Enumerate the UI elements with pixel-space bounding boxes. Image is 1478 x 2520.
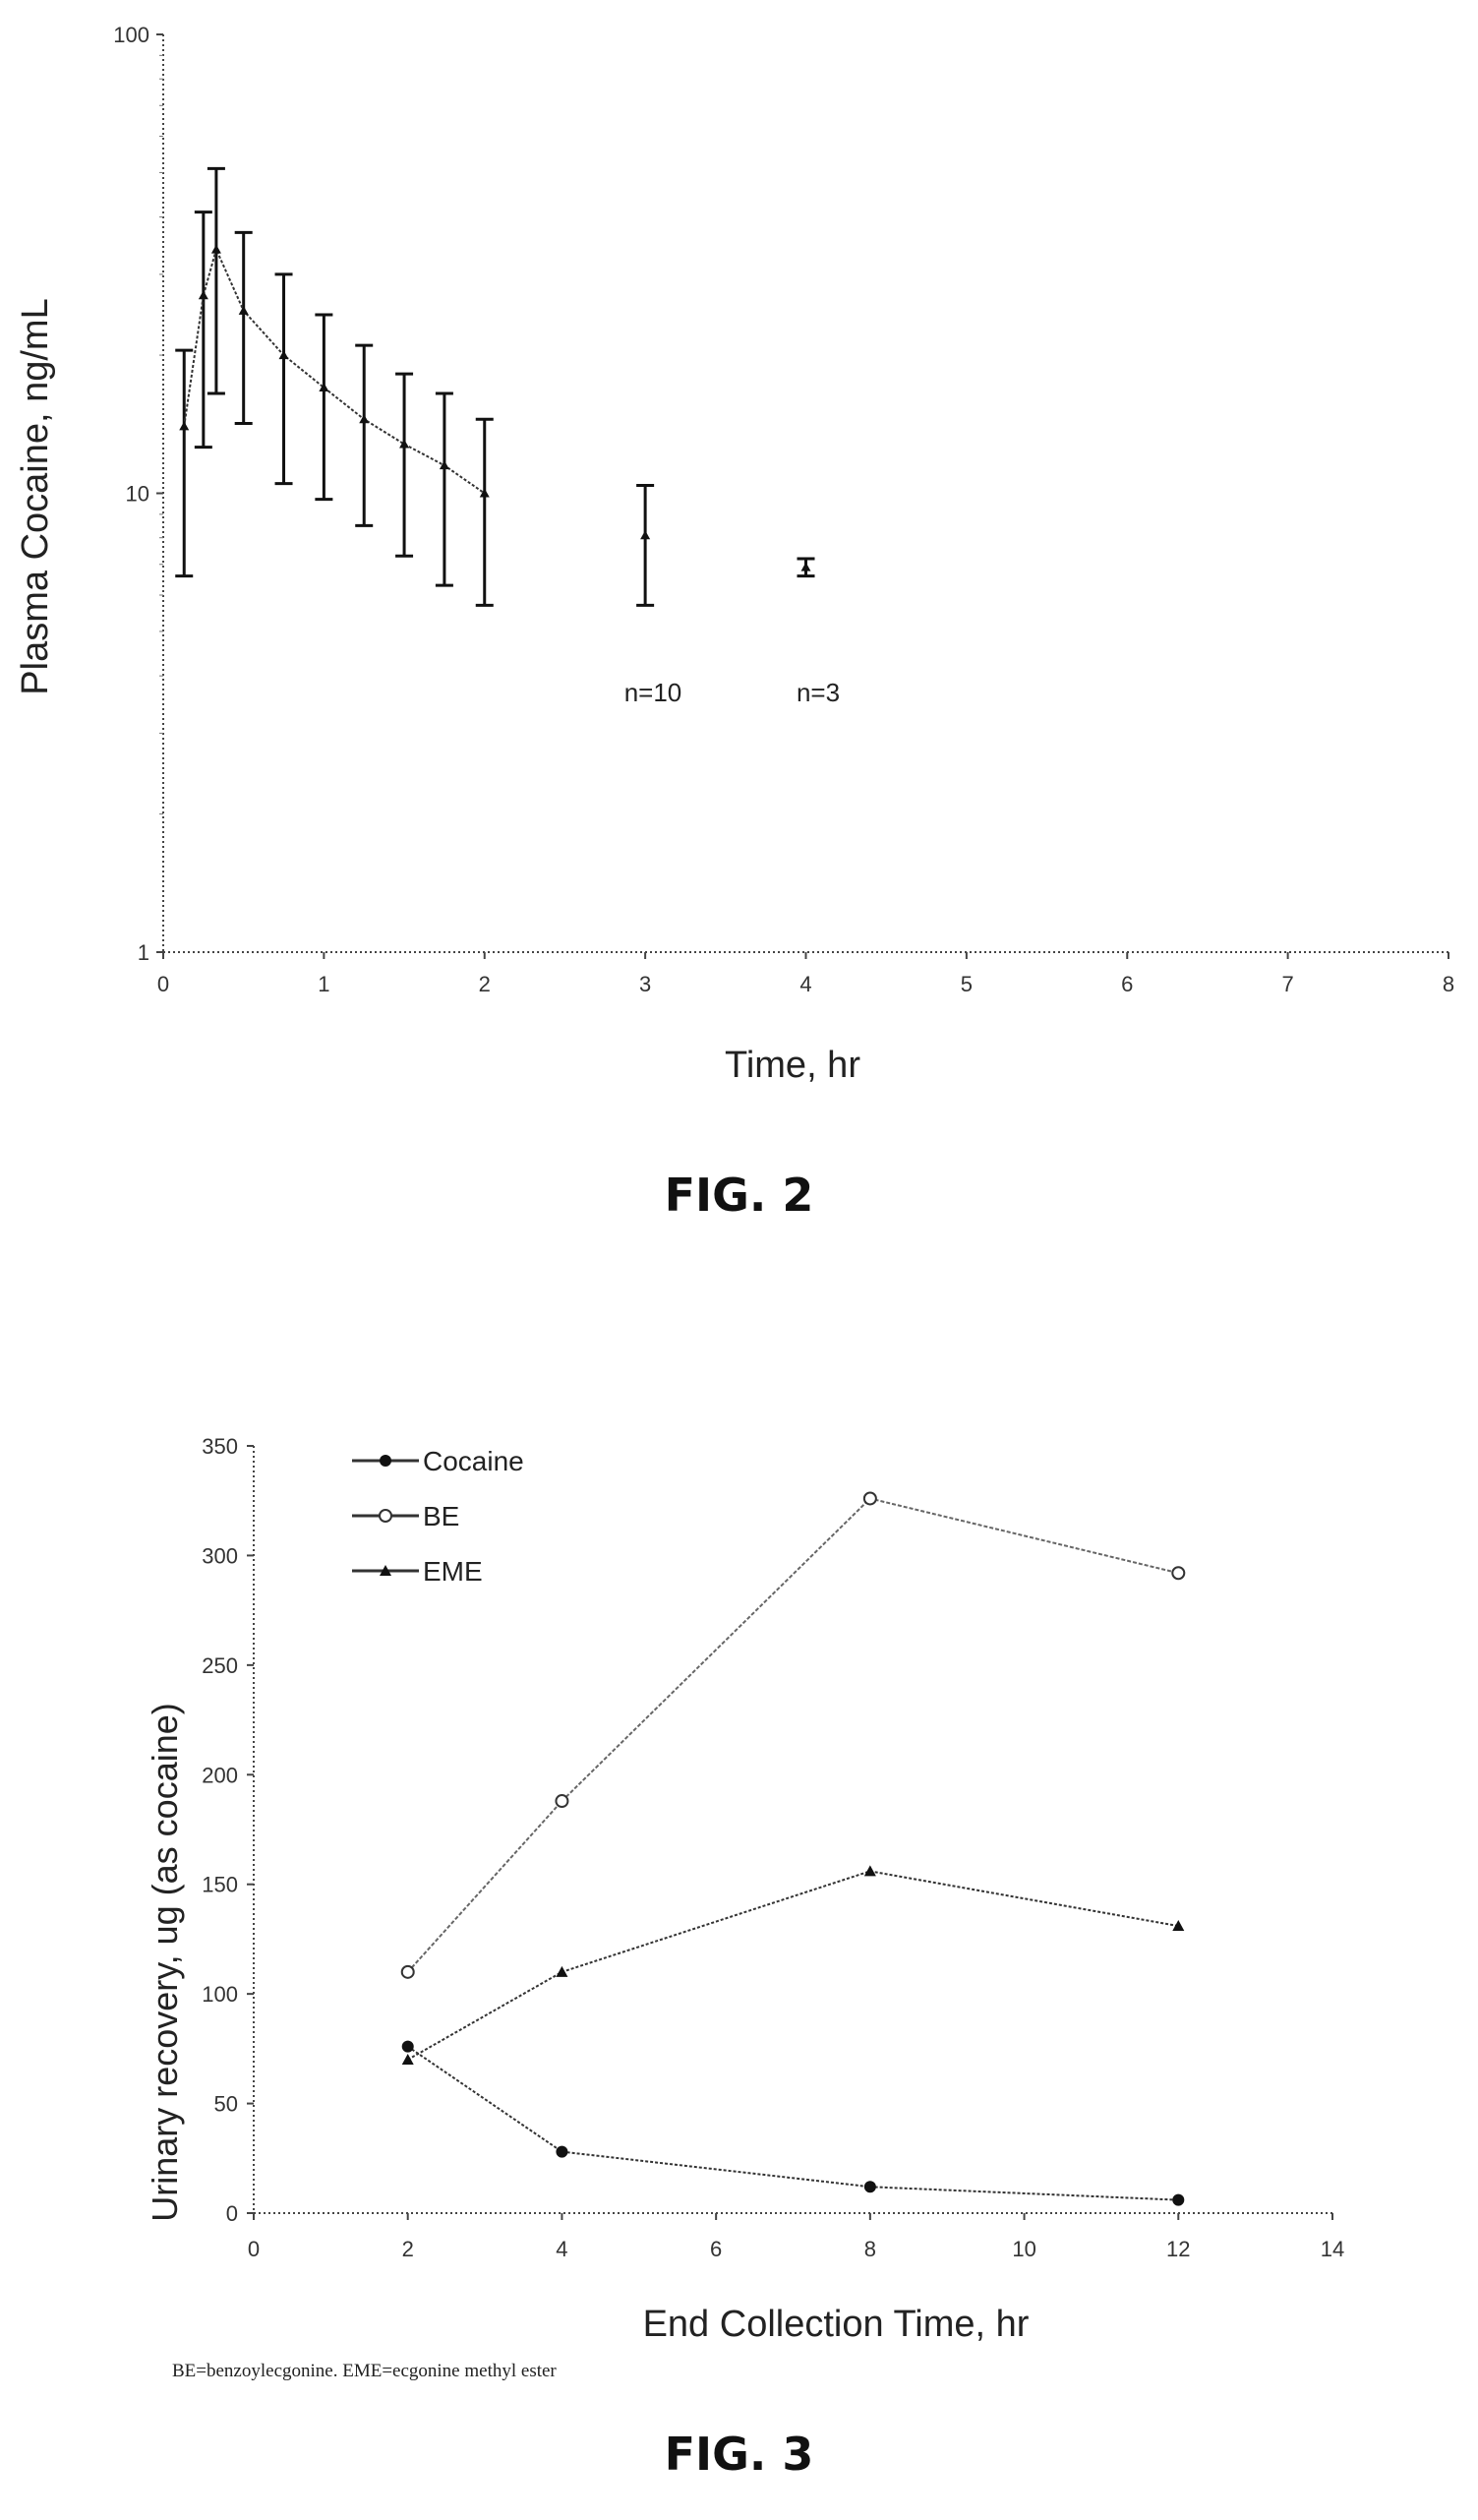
data-point [640, 530, 651, 540]
x-tick-label: 8 [864, 2237, 876, 2261]
data-point-eme [863, 1865, 876, 1877]
y-axis-label: Urinary recovery, ug (as cocaine) [145, 1703, 185, 2222]
data-point [210, 244, 221, 254]
x-tick-label: 6 [710, 2237, 722, 2261]
x-tick-label: 1 [318, 972, 329, 996]
x-tick-label: 2 [479, 972, 491, 996]
y-tick-label: 250 [202, 1653, 238, 1678]
y-tick-label: 200 [202, 1763, 238, 1787]
legend-marker-eme [380, 1565, 391, 1576]
y-tick-label: 350 [202, 1434, 238, 1459]
data-point-eme [556, 1965, 568, 1977]
x-tick-label: 6 [1121, 972, 1133, 996]
legend-marker-be [379, 1509, 392, 1523]
y-tick-label: 0 [226, 2201, 238, 2226]
x-tick-label: 3 [639, 972, 651, 996]
series-line [183, 246, 486, 495]
data-point-be [862, 1491, 877, 1506]
data-point-eme [401, 2054, 414, 2065]
data-point [198, 290, 208, 300]
x-tick-label: 0 [157, 972, 169, 996]
y-tick-label: 50 [214, 2092, 238, 2117]
y-tick-label: 1 [138, 940, 149, 965]
x-tick-label: 7 [1282, 972, 1294, 996]
data-point-eme [1172, 1920, 1185, 1932]
legend-label-eme: EME [423, 1556, 483, 1587]
data-point-cocaine [863, 2181, 876, 2193]
footnote: BE=benzoylecgonine. EME=ecgonine methyl … [172, 2361, 557, 2381]
series-line-be [406, 1497, 1179, 1973]
figure-3-chart: 0 2 4 6 8 10 12 14 0 50 100 150 200 250 300 350 Cocaine… [145, 1434, 1344, 2345]
data-point-cocaine [1172, 2193, 1185, 2206]
y-tick-label: 100 [202, 1982, 238, 2007]
x-axis-label: Time, hr [725, 1045, 860, 1086]
data-point [319, 382, 329, 391]
data-point [399, 439, 410, 449]
series-line-cocaine [407, 2045, 1179, 2201]
data-point-cocaine [556, 2145, 568, 2158]
y-tick-label: 10 [126, 482, 149, 507]
data-point [238, 305, 249, 315]
data-point-be [400, 1964, 415, 1979]
annotation-n10: n=10 [624, 678, 682, 707]
y-axis-label: Plasma Cocaine, ng/mL [15, 298, 56, 694]
data-point [479, 488, 490, 498]
data-point-cocaine [401, 2040, 414, 2053]
x-tick-label: 4 [799, 972, 811, 996]
x-tick-label: 2 [402, 2237, 414, 2261]
legend-label-be: BE [423, 1501, 459, 1531]
y-tick-label: 150 [202, 1873, 238, 1897]
data-point [359, 414, 370, 424]
annotation-n3: n=3 [797, 678, 840, 707]
figure-3-caption: FIG. 3 [664, 2428, 814, 2481]
y-tick-label: 300 [202, 1543, 238, 1568]
data-point-be [555, 1794, 569, 1809]
x-tick-label: 14 [1321, 2237, 1344, 2261]
data-point [800, 562, 811, 571]
data-point [278, 350, 289, 360]
series-line-eme [407, 1870, 1179, 2061]
data-point-be [1171, 1566, 1186, 1581]
x-tick-label: 5 [961, 972, 973, 996]
legend-marker-cocaine [380, 1455, 391, 1467]
data-point [179, 421, 190, 431]
data-point [439, 460, 449, 470]
legend-label-cocaine: Cocaine [423, 1446, 524, 1476]
x-axis-label: End Collection Time, hr [643, 2304, 1030, 2345]
x-tick-label: 0 [248, 2237, 260, 2261]
x-tick-label: 10 [1012, 2237, 1035, 2261]
x-tick-label: 12 [1166, 2237, 1190, 2261]
x-tick-label: 4 [556, 2237, 567, 2261]
y-tick-label: 100 [113, 23, 149, 47]
figure-2-caption: FIG. 2 [664, 1169, 814, 1222]
x-tick-label: 8 [1443, 972, 1454, 996]
legend: Cocaine BE EME [352, 1446, 524, 1587]
